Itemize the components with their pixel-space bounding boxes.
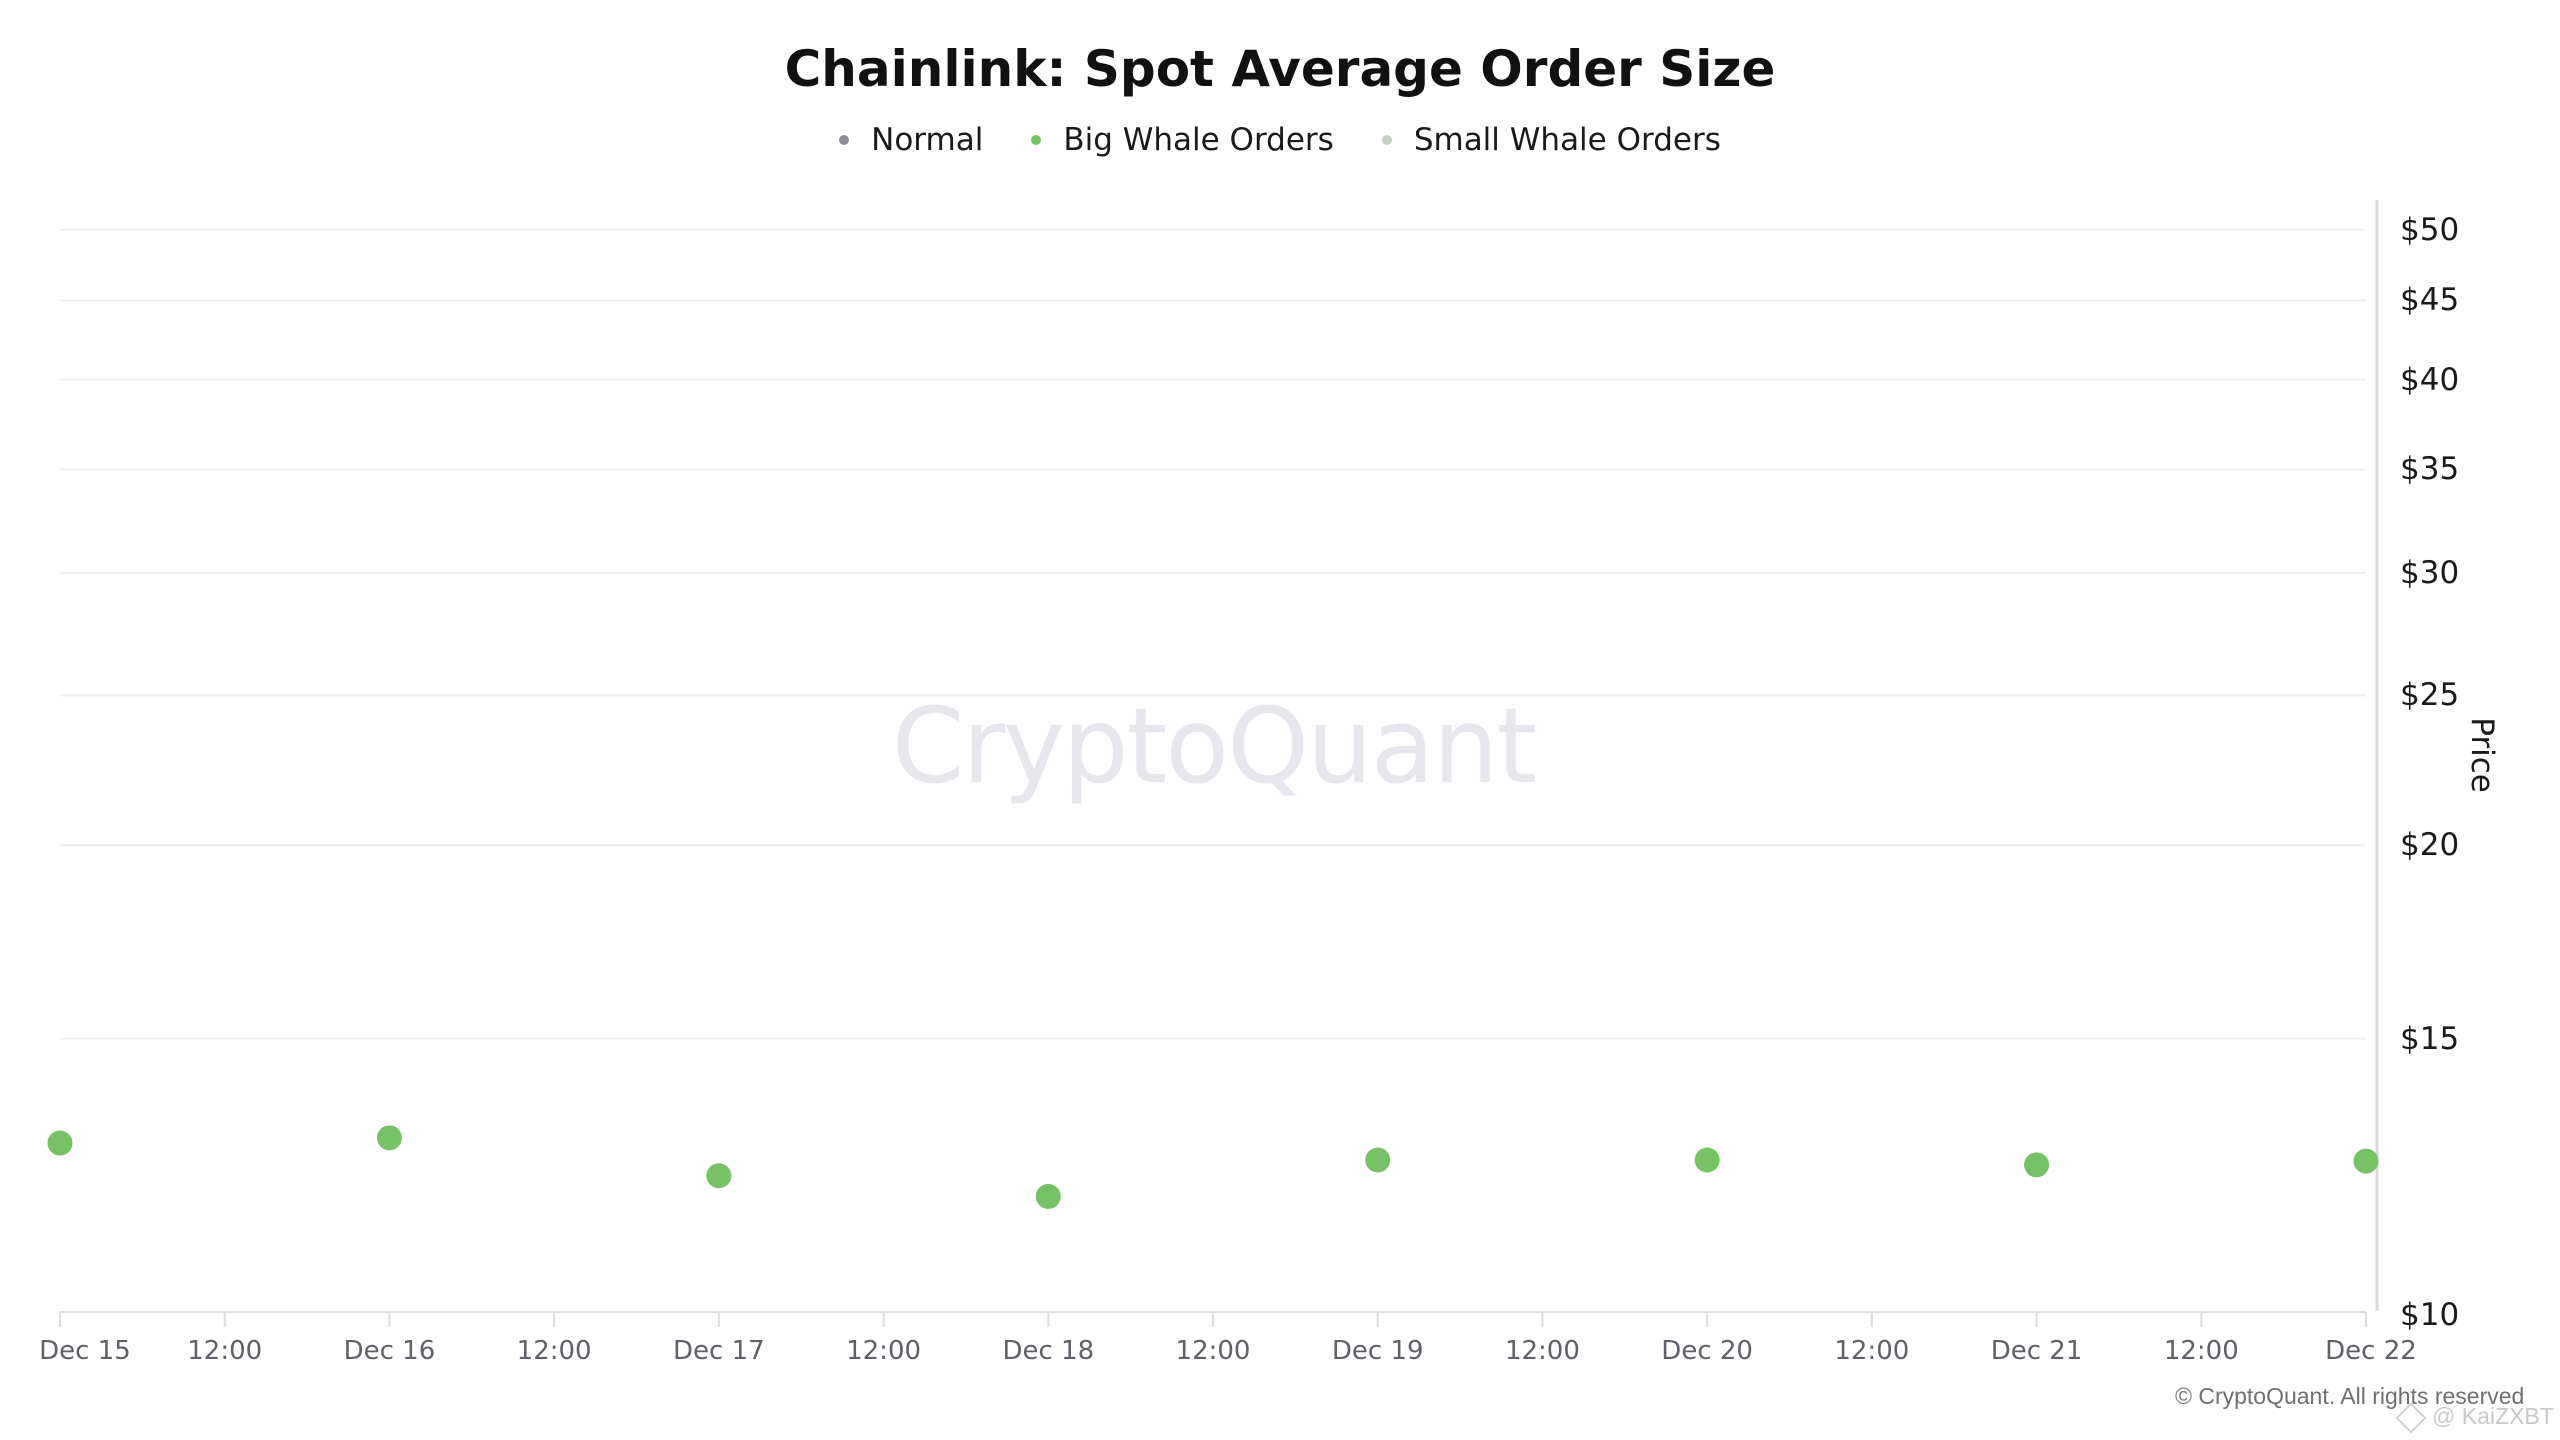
copyright-text: © CryptoQuant. All rights reserved xyxy=(2175,1383,2525,1409)
x-tick-label: 12:00 xyxy=(2163,1336,2239,1366)
x-tick-label: Dec 15 xyxy=(39,1336,131,1366)
y-tick-label: $20 xyxy=(2400,827,2460,864)
x-tick-label: Dec 16 xyxy=(343,1336,436,1366)
y-tick-label: $30 xyxy=(2400,554,2460,591)
y-tick-label: $50 xyxy=(2400,211,2460,248)
legend-marker-normal-icon xyxy=(839,135,850,145)
x-axis-ticks xyxy=(59,1312,2367,1327)
data-point[interactable] xyxy=(2353,1148,2379,1174)
credit-watermark: @ KaiZXBT xyxy=(2395,1402,2554,1434)
data-point[interactable] xyxy=(1694,1147,1720,1173)
x-tick-label: 12:00 xyxy=(1834,1336,1910,1366)
legend-marker-small-whale-icon xyxy=(1381,135,1392,145)
legend-marker-big-whale-icon xyxy=(1031,135,1042,145)
y-tick-label: $25 xyxy=(2400,677,2460,714)
y-tick-label: $45 xyxy=(2400,282,2460,319)
x-tick-label: Dec 18 xyxy=(1002,1336,1095,1366)
binance-logo-icon xyxy=(2395,1402,2427,1434)
legend-label: Normal xyxy=(871,122,984,158)
legend-item-small-whale-orders[interactable]: Small Whale Orders xyxy=(1381,122,1721,158)
x-tick-label: 12:00 xyxy=(1504,1336,1580,1366)
x-tick-label: 12:00 xyxy=(1175,1336,1251,1366)
legend-label: Big Whale Orders xyxy=(1063,122,1334,158)
chart-title: Chainlink: Spot Average Order Size xyxy=(784,40,1776,98)
y-tick-label: $40 xyxy=(2400,361,2460,398)
x-tick-label: 12:00 xyxy=(187,1336,263,1366)
axes xyxy=(60,200,2379,1313)
x-tick-label: 12:00 xyxy=(516,1336,592,1366)
x-tick-label: 12:00 xyxy=(846,1336,922,1366)
legend-label: Small Whale Orders xyxy=(1413,122,1721,158)
data-point[interactable] xyxy=(1365,1147,1391,1173)
x-tick-label: Dec 22 xyxy=(2325,1336,2417,1366)
legend-item-normal[interactable]: Normal xyxy=(839,122,983,158)
watermark-logo: CryptoQuant xyxy=(891,685,1538,807)
x-tick-label: Dec 19 xyxy=(1331,1336,1424,1366)
y-axis-title: Price xyxy=(2464,717,2500,793)
x-tick-label: Dec 17 xyxy=(673,1336,765,1366)
legend-item-big-whale-orders[interactable]: Big Whale Orders xyxy=(1031,122,1334,158)
data-point[interactable] xyxy=(1035,1183,1061,1209)
y-tick-label: $35 xyxy=(2400,451,2460,488)
gridlines xyxy=(60,228,2366,1040)
y-tick-label: $15 xyxy=(2400,1020,2460,1057)
credit-text: @ KaiZXBT xyxy=(2432,1403,2554,1429)
data-point[interactable] xyxy=(706,1163,732,1189)
y-tick-label: $10 xyxy=(2400,1297,2460,1333)
data-point[interactable] xyxy=(47,1130,73,1156)
data-point[interactable] xyxy=(2024,1152,2050,1178)
legend: Normal Big Whale Orders Small Whale Orde… xyxy=(0,122,2560,158)
series-big-whale-orders xyxy=(47,1125,2379,1209)
data-point[interactable] xyxy=(376,1125,402,1151)
x-tick-label: Dec 20 xyxy=(1661,1336,1753,1366)
x-tick-label: Dec 21 xyxy=(1990,1336,2083,1366)
